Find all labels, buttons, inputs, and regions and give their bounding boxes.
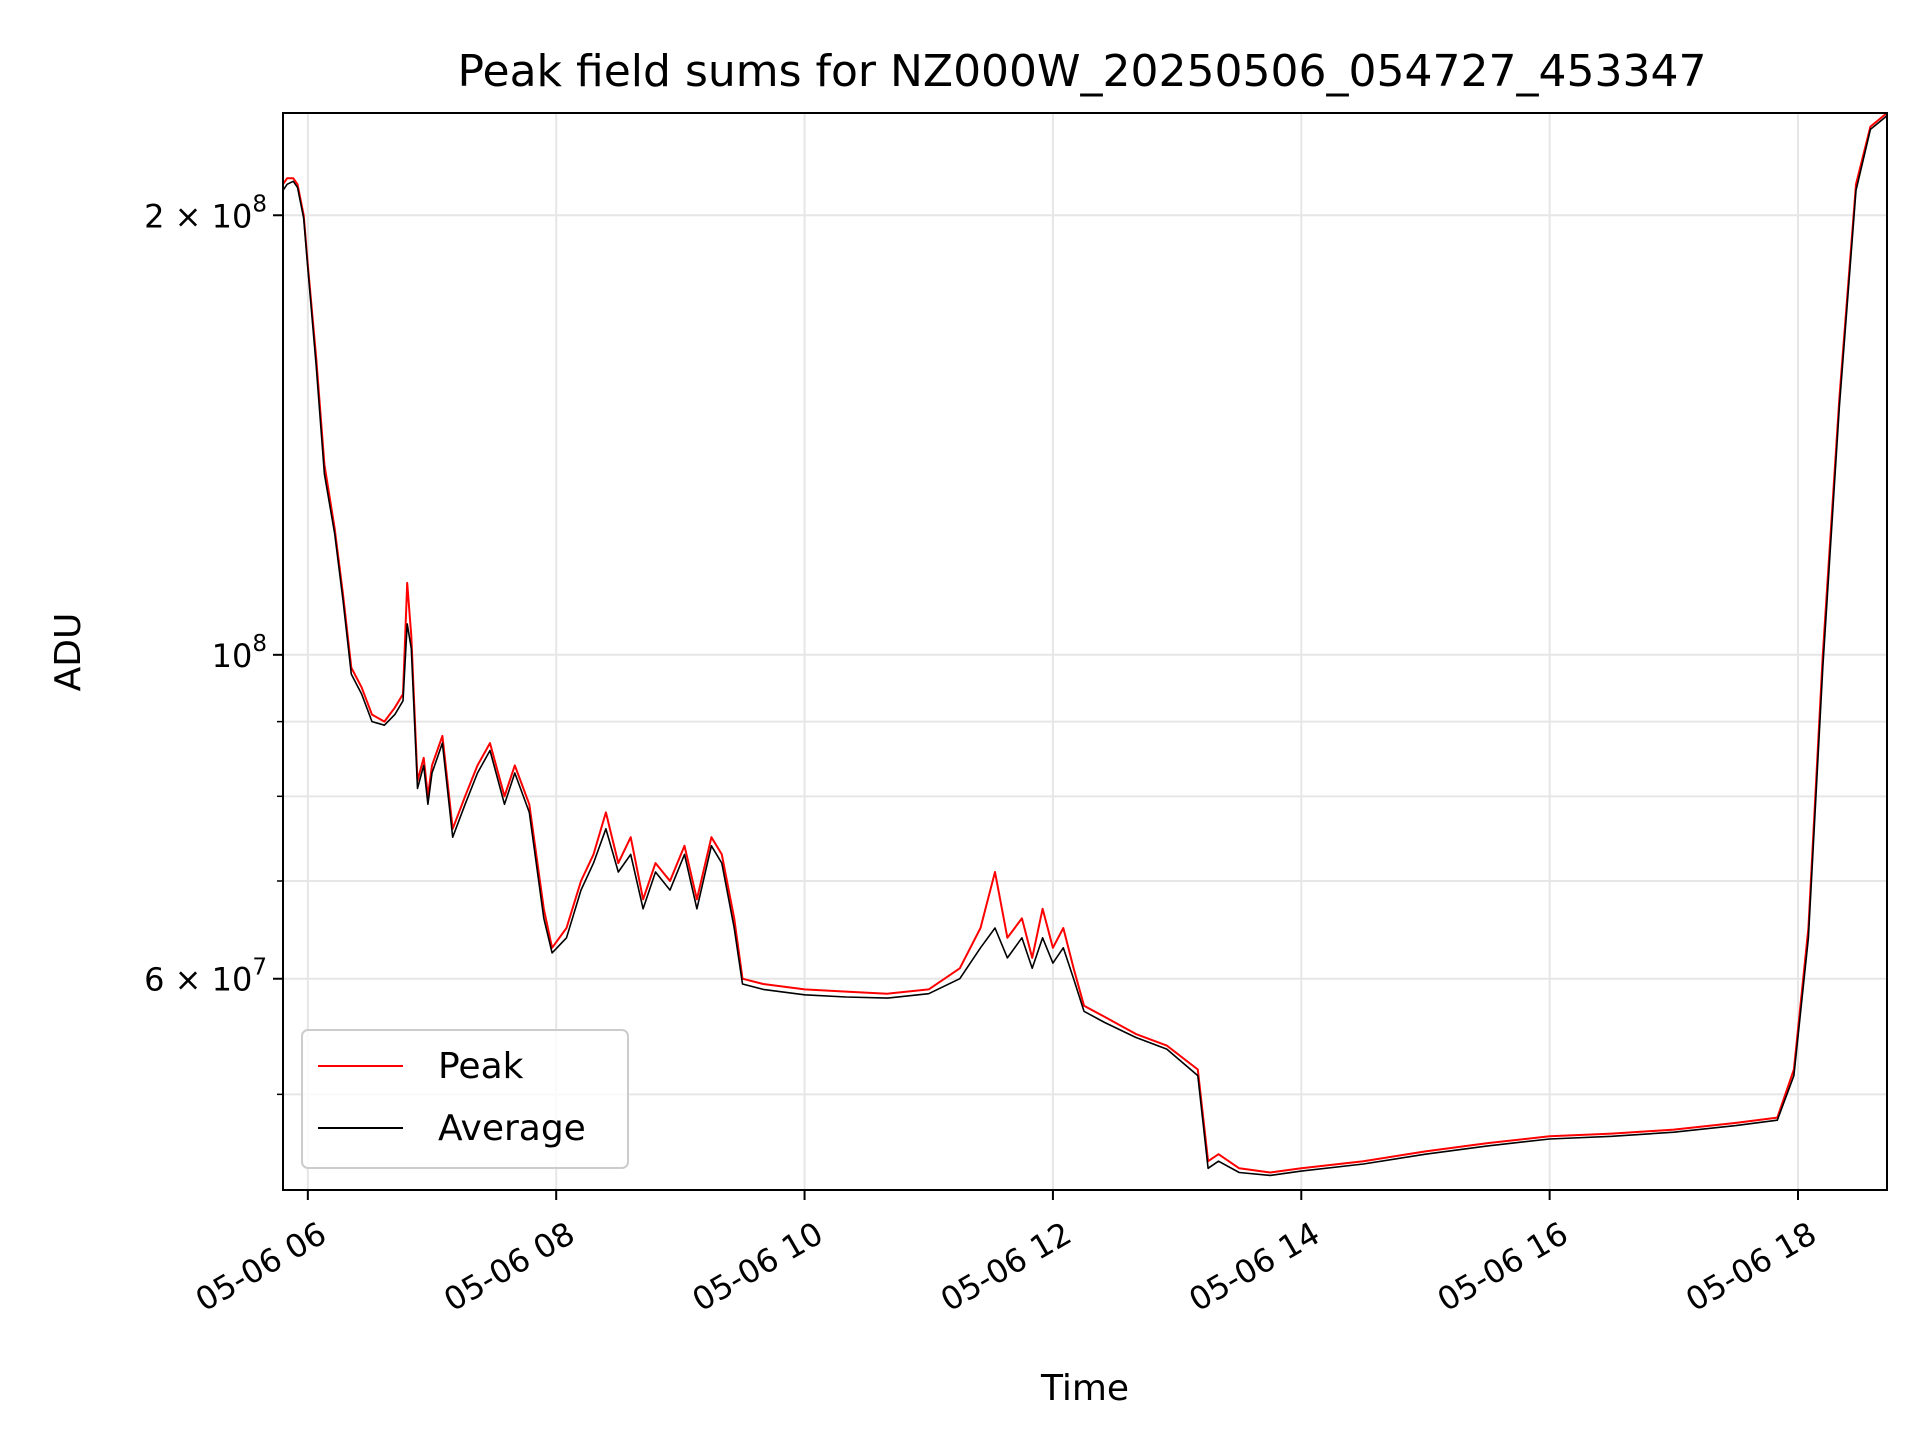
legend-box bbox=[301, 1029, 629, 1169]
y-axis: 108 2 × 108 6 × 107 bbox=[144, 191, 283, 1096]
plot-frame bbox=[282, 112, 1888, 1191]
legend: Peak Average bbox=[301, 1029, 629, 1169]
x-tick-label: 05-06 16 bbox=[1431, 1214, 1575, 1319]
x-tick-label: 05-06 10 bbox=[686, 1214, 830, 1319]
x-tick-label: 05-06 08 bbox=[437, 1214, 581, 1319]
legend-label-peak: Peak bbox=[438, 1046, 524, 1087]
series-layer bbox=[282, 112, 1888, 1177]
y-tick-label: 108 bbox=[212, 631, 267, 675]
legend-label-average: Average bbox=[438, 1108, 586, 1149]
series-line-average bbox=[282, 115, 1888, 1177]
x-axis-label: Time bbox=[1040, 1368, 1129, 1409]
series-line-peak bbox=[282, 112, 1888, 1174]
x-tick-label: 05-06 12 bbox=[934, 1214, 1078, 1319]
x-axis: 05-06 06 05-06 08 05-06 10 05-06 12 05-06 14… bbox=[189, 1190, 1823, 1319]
x-tick-label: 05-06 06 bbox=[189, 1214, 333, 1319]
grid bbox=[283, 113, 1887, 1190]
x-tick-label: 05-06 18 bbox=[1679, 1214, 1823, 1319]
chart-title: Peak field sums for NZ000W_20250506_0547… bbox=[458, 46, 1707, 97]
y-tick-label: 6 × 107 bbox=[144, 955, 267, 999]
y-axis-label: ADU bbox=[48, 613, 89, 692]
y-tick-label: 2 × 108 bbox=[144, 191, 267, 235]
x-tick-label: 05-06 14 bbox=[1182, 1214, 1326, 1319]
